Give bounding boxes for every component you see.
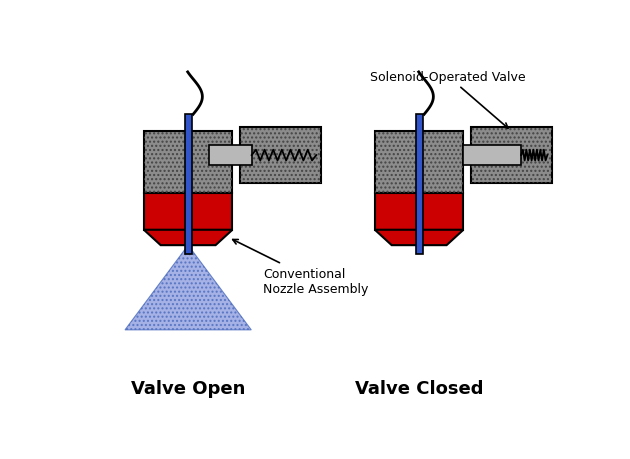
Bar [144, 132, 232, 193]
Polygon shape [144, 230, 232, 246]
Text: Valve Closed: Valve Closed [355, 379, 483, 397]
Bar [240, 128, 321, 184]
Bar [464, 146, 521, 166]
Bar [144, 132, 232, 193]
Bar [375, 132, 464, 193]
Text: Solenoid-Operated Valve: Solenoid-Operated Valve [370, 71, 526, 129]
Polygon shape [375, 230, 464, 246]
Bar [240, 128, 321, 184]
Bar [471, 128, 552, 184]
Bar [471, 128, 552, 184]
Bar [375, 193, 464, 230]
Text: Valve Open: Valve Open [131, 379, 245, 397]
Bar [185, 115, 192, 255]
Bar [464, 146, 521, 166]
Polygon shape [125, 246, 251, 330]
Bar [144, 193, 232, 230]
Bar [416, 115, 423, 255]
Bar [209, 146, 251, 166]
Bar [209, 146, 251, 166]
Bar [375, 132, 464, 193]
Text: Conventional
Nozzle Assembly: Conventional Nozzle Assembly [232, 240, 369, 295]
